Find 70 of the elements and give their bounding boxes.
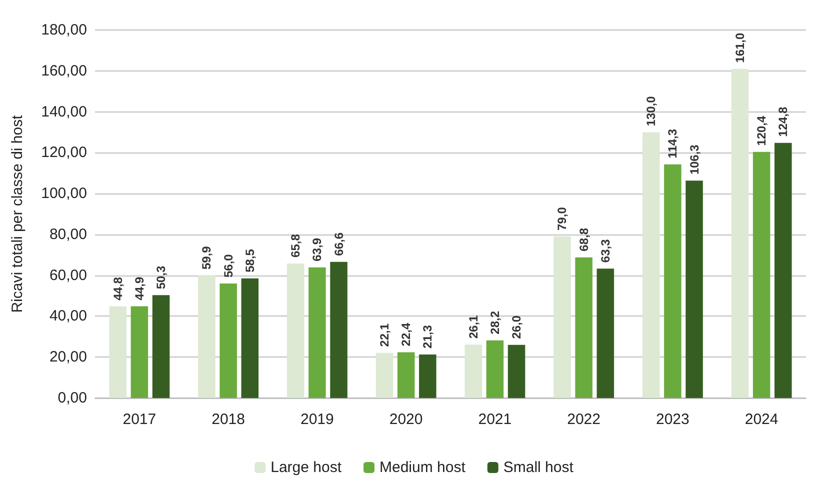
legend-label: Large host xyxy=(270,459,342,476)
data-label: 66,6 xyxy=(332,232,346,256)
x-tick-label: 2023 xyxy=(656,411,690,428)
bar xyxy=(152,295,170,398)
legend-label: Medium host xyxy=(379,459,466,476)
data-label: 106,3 xyxy=(687,144,702,175)
data-label: 63,3 xyxy=(598,238,612,263)
data-label: 44,8 xyxy=(110,276,125,300)
bar xyxy=(220,284,237,398)
data-label: 21,3 xyxy=(420,324,435,348)
data-label: 68,8 xyxy=(576,228,591,252)
bar xyxy=(376,352,394,398)
y-tick-label: 100,00 xyxy=(41,185,87,202)
x-tick-label: 2020 xyxy=(389,411,423,428)
bar xyxy=(130,306,148,398)
x-tick-label: 2024 xyxy=(744,411,778,428)
data-label: 22,1 xyxy=(377,323,392,347)
y-tick-label: 40,00 xyxy=(49,308,87,325)
y-tick-label: 160,00 xyxy=(41,62,87,80)
y-tick-label: 140,00 xyxy=(41,103,87,120)
x-tick-label: 2021 xyxy=(478,411,512,428)
data-label: 56,0 xyxy=(221,254,236,278)
data-label: 124,8 xyxy=(776,106,790,137)
data-label: 59,9 xyxy=(200,246,214,270)
data-label: 63,9 xyxy=(310,238,324,262)
x-tick-label: 2019 xyxy=(300,411,334,428)
bar xyxy=(286,263,304,398)
bar xyxy=(642,132,660,398)
x-tick-label: 2022 xyxy=(567,411,600,428)
legend-label: Small host xyxy=(503,459,574,476)
bar xyxy=(198,276,216,398)
data-label: 120,4 xyxy=(754,115,769,146)
y-tick-label: 180,00 xyxy=(41,22,87,38)
data-label: 58,5 xyxy=(242,248,257,272)
bar xyxy=(308,267,326,398)
bar xyxy=(241,278,259,398)
data-label: 22,4 xyxy=(399,322,414,346)
bar xyxy=(686,180,703,398)
bar xyxy=(464,344,482,398)
data-label: 130,0 xyxy=(644,96,658,126)
data-label: 26,1 xyxy=(466,314,480,339)
data-label: 26,0 xyxy=(510,315,524,339)
y-tick-label: 60,00 xyxy=(49,266,87,284)
bar xyxy=(419,354,436,398)
bar xyxy=(664,164,682,398)
data-label: 161,0 xyxy=(732,32,747,63)
data-label: 28,2 xyxy=(488,310,502,334)
bar xyxy=(330,262,348,398)
x-tick-label: 2018 xyxy=(212,411,245,428)
y-tick-label: 80,00 xyxy=(49,226,87,243)
bar xyxy=(109,306,126,398)
data-label: 79,0 xyxy=(555,206,570,230)
bar xyxy=(752,152,770,398)
bar xyxy=(508,344,526,398)
y-tick-label: 20,00 xyxy=(49,348,87,366)
bar xyxy=(596,268,614,398)
data-label: 44,9 xyxy=(132,276,146,300)
x-tick-label: 2017 xyxy=(122,411,156,428)
data-label: 50,3 xyxy=(154,265,168,290)
bar xyxy=(774,142,792,398)
bar xyxy=(554,236,571,398)
bar xyxy=(731,68,749,398)
bar xyxy=(486,340,504,398)
y-axis-title: Ricavi totali per classe di host xyxy=(9,114,26,313)
y-tick-label: 120,00 xyxy=(41,144,87,162)
bar xyxy=(575,257,592,398)
bar xyxy=(397,352,415,398)
data-label: 114,3 xyxy=(666,128,680,158)
data-label: 65,8 xyxy=(288,234,303,258)
y-tick-label: 0,00 xyxy=(58,390,87,406)
